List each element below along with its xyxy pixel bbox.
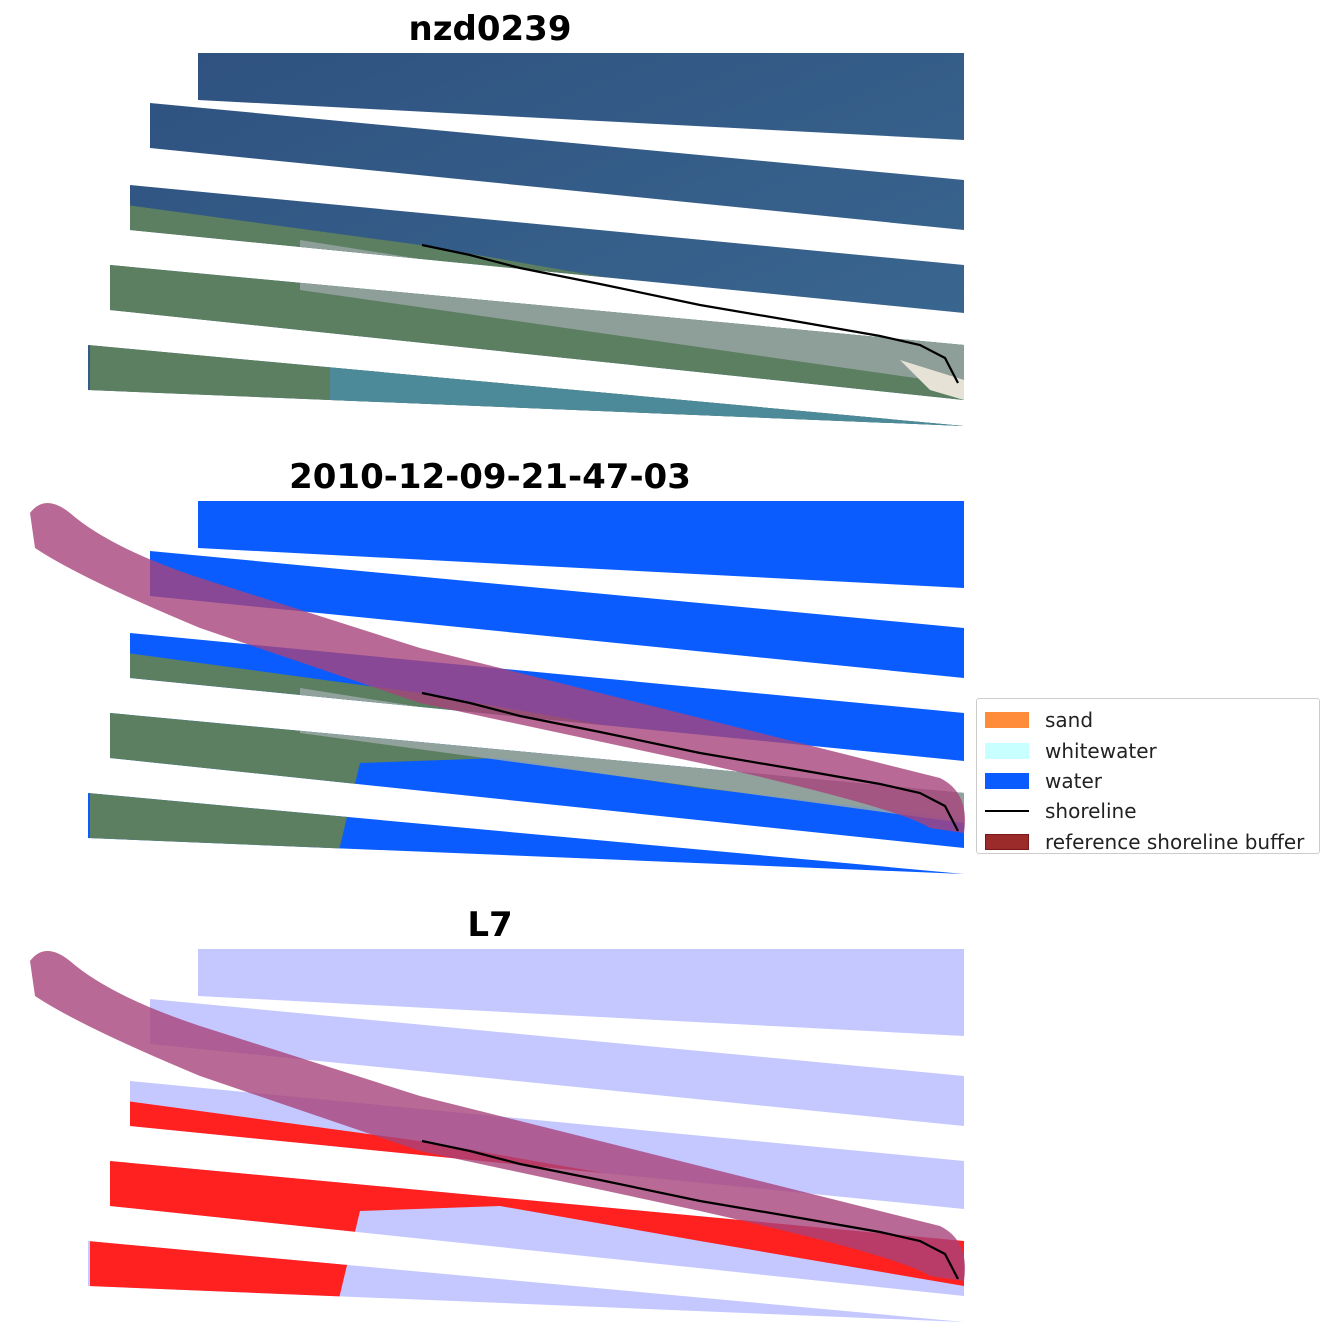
panel-title-index: L7: [467, 905, 513, 945]
index-image-panel: [0, 936, 980, 1336]
rgb-image-panel: [0, 40, 980, 440]
legend: sand whitewater water shoreline referenc…: [976, 698, 1320, 854]
legend-label: shoreline: [1045, 799, 1137, 824]
shoreline-line: [421, 691, 959, 832]
legend-label: sand: [1045, 708, 1094, 733]
shoreline-line: [421, 1139, 959, 1280]
legend-label: water: [1045, 768, 1102, 793]
legend-item-whitewater: whitewater: [985, 735, 1311, 765]
index-satellite-image: [30, 949, 965, 1322]
reference-shoreline-buffer: [30, 951, 965, 1281]
classified-image-panel: [0, 488, 980, 888]
buffer-swatch: [985, 833, 1029, 850]
legend-label: reference shoreline buffer: [1045, 829, 1305, 854]
classified-satellite-image: [30, 501, 965, 874]
legend-item-sand: sand: [985, 705, 1311, 735]
reference-shoreline-buffer: [30, 503, 965, 833]
beach: [900, 360, 964, 400]
legend-item-shoreline: shoreline: [985, 796, 1311, 826]
sand-swatch: [985, 712, 1029, 729]
legend-label: whitewater: [1045, 738, 1157, 763]
legend-item-water: water: [985, 766, 1311, 796]
whitewater-swatch: [985, 742, 1029, 759]
shoreline-line: [421, 243, 959, 384]
shoreline-swatch: [985, 810, 1029, 813]
legend-item-buffer: reference shoreline buffer: [985, 827, 1311, 857]
panel-title-rgb: nzd0239: [408, 9, 572, 49]
rgb-satellite-image: [88, 53, 964, 426]
water-swatch: [985, 772, 1029, 789]
panel-title-classified: 2010-12-09-21-47-03: [289, 457, 691, 497]
